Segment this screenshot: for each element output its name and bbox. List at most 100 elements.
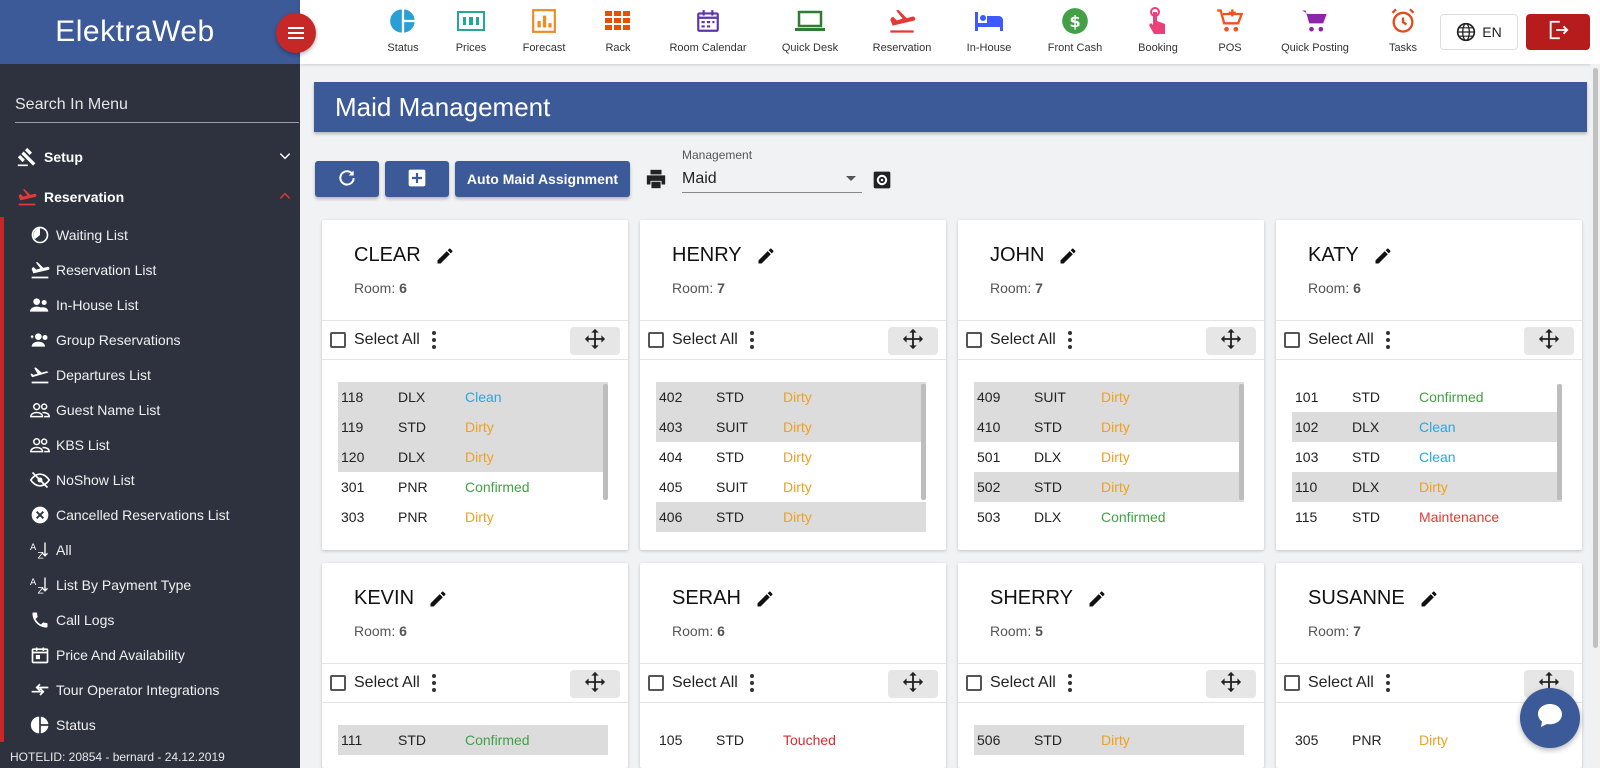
toolbar-quick-posting[interactable]: Quick Posting bbox=[1270, 6, 1360, 54]
room-list[interactable]: 402 STD Dirty 403 SUIT Dirty 404 STD Dir… bbox=[656, 382, 926, 532]
room-row[interactable]: 305 PNR Dirty bbox=[1292, 725, 1562, 755]
edit-icon[interactable] bbox=[1087, 589, 1107, 609]
toolbar-reservation[interactable]: Reservation bbox=[857, 6, 947, 54]
move-button[interactable] bbox=[1206, 670, 1256, 698]
sidebar-item-noshow-list[interactable]: NoShow List bbox=[4, 462, 300, 497]
sidebar-item-in-house-list[interactable]: In-House List bbox=[4, 287, 300, 322]
page-scrollbar-thumb[interactable] bbox=[1593, 68, 1598, 648]
room-row[interactable]: 115 STD Maintenance bbox=[1292, 502, 1562, 532]
more-vert-icon[interactable] bbox=[1385, 674, 1390, 692]
more-vert-icon[interactable] bbox=[1067, 331, 1072, 349]
toolbar-in-house[interactable]: In-House bbox=[944, 6, 1034, 54]
room-list[interactable]: 111 STD Confirmed bbox=[338, 725, 608, 755]
sidebar-group-reservation[interactable]: Reservation bbox=[0, 177, 300, 217]
sidebar-item-departures-list[interactable]: Departures List bbox=[4, 357, 300, 392]
move-button[interactable] bbox=[888, 327, 938, 355]
more-vert-icon[interactable] bbox=[431, 674, 436, 692]
move-button[interactable] bbox=[1524, 327, 1574, 355]
move-button[interactable] bbox=[570, 670, 620, 698]
language-button[interactable]: EN bbox=[1440, 14, 1518, 50]
sidebar-item-status[interactable]: Status bbox=[4, 707, 300, 742]
select-all-checkbox[interactable] bbox=[966, 675, 982, 691]
room-row[interactable]: 101 STD Confirmed bbox=[1292, 382, 1562, 412]
menu-search-input[interactable] bbox=[15, 94, 299, 123]
page-scrollbar[interactable] bbox=[1590, 64, 1600, 768]
toolbar-forecast[interactable]: Forecast bbox=[499, 6, 589, 54]
toolbar-rack[interactable]: Rack bbox=[573, 6, 663, 54]
chevron-up-icon[interactable] bbox=[278, 189, 292, 206]
room-row[interactable]: 120 DLX Dirty bbox=[338, 442, 608, 472]
more-vert-icon[interactable] bbox=[1067, 674, 1072, 692]
room-list[interactable]: 101 STD Confirmed 102 DLX Clean 103 STD … bbox=[1292, 382, 1562, 532]
select-all-checkbox[interactable] bbox=[648, 332, 664, 348]
room-list-scrollbar[interactable] bbox=[921, 384, 926, 500]
room-list-scrollbar[interactable] bbox=[603, 384, 608, 500]
sidebar-item-guest-name-list[interactable]: Guest Name List bbox=[4, 392, 300, 427]
select-all-checkbox[interactable] bbox=[1284, 332, 1300, 348]
room-row[interactable]: 118 DLX Clean bbox=[338, 382, 608, 412]
select-all-checkbox[interactable] bbox=[1284, 675, 1300, 691]
print-icon[interactable] bbox=[645, 168, 667, 195]
sidebar-item-reservation-list[interactable]: Reservation List bbox=[4, 252, 300, 287]
room-list-scrollbar[interactable] bbox=[1557, 384, 1562, 500]
room-list[interactable]: 105 STD Touched bbox=[656, 725, 926, 755]
sidebar-group-setup[interactable]: Setup bbox=[0, 137, 300, 177]
toolbar-prices[interactable]: Prices bbox=[426, 6, 516, 54]
add-button[interactable] bbox=[385, 161, 449, 197]
settings-icon[interactable] bbox=[872, 170, 892, 195]
room-row[interactable]: 501 DLX Dirty bbox=[974, 442, 1244, 472]
room-row[interactable]: 111 STD Confirmed bbox=[338, 725, 608, 755]
sidebar-item-price-and-availability[interactable]: Price And Availability bbox=[4, 637, 300, 672]
edit-icon[interactable] bbox=[435, 246, 455, 266]
room-row[interactable]: 410 STD Dirty bbox=[974, 412, 1244, 442]
toolbar-status[interactable]: Status bbox=[358, 6, 448, 54]
management-select[interactable]: Maid bbox=[682, 166, 862, 193]
edit-icon[interactable] bbox=[1419, 589, 1439, 609]
move-button[interactable] bbox=[1206, 327, 1256, 355]
refresh-button[interactable] bbox=[315, 161, 379, 197]
room-row[interactable]: 405 SUIT Dirty bbox=[656, 472, 926, 502]
sidebar-item-kbs-list[interactable]: KBS List bbox=[4, 427, 300, 462]
menu-toggle-button[interactable] bbox=[276, 13, 316, 53]
logout-button[interactable] bbox=[1526, 14, 1590, 50]
more-vert-icon[interactable] bbox=[431, 331, 436, 349]
edit-icon[interactable] bbox=[755, 589, 775, 609]
room-list[interactable]: 118 DLX Clean 119 STD Dirty 120 DLX Dirt… bbox=[338, 382, 608, 532]
room-row[interactable]: 303 PNR Dirty bbox=[338, 502, 608, 532]
toolbar-room-calendar[interactable]: Room Calendar bbox=[663, 6, 753, 54]
move-button[interactable] bbox=[570, 327, 620, 355]
select-all-checkbox[interactable] bbox=[330, 675, 346, 691]
move-button[interactable] bbox=[888, 670, 938, 698]
room-list[interactable]: 305 PNR Dirty bbox=[1292, 725, 1562, 755]
room-row[interactable]: 105 STD Touched bbox=[656, 725, 926, 755]
room-row[interactable]: 406 STD Dirty bbox=[656, 502, 926, 532]
room-list-scrollbar[interactable] bbox=[1239, 384, 1244, 500]
room-row[interactable]: 402 STD Dirty bbox=[656, 382, 926, 412]
sidebar-item-group-reservations[interactable]: Group Reservations bbox=[4, 322, 300, 357]
toolbar-quick-desk[interactable]: Quick Desk bbox=[765, 6, 855, 54]
more-vert-icon[interactable] bbox=[749, 674, 754, 692]
edit-icon[interactable] bbox=[756, 246, 776, 266]
more-vert-icon[interactable] bbox=[1385, 331, 1390, 349]
brand-logo[interactable]: ElektraWeb bbox=[55, 15, 215, 48]
room-row[interactable]: 301 PNR Confirmed bbox=[338, 472, 608, 502]
room-row[interactable]: 110 DLX Dirty bbox=[1292, 472, 1562, 502]
room-row[interactable]: 102 DLX Clean bbox=[1292, 412, 1562, 442]
select-all-checkbox[interactable] bbox=[966, 332, 982, 348]
room-list[interactable]: 506 STD Dirty bbox=[974, 725, 1244, 755]
toolbar-pos[interactable]: POS bbox=[1185, 6, 1275, 54]
toolbar-booking[interactable]: Booking bbox=[1113, 6, 1203, 54]
edit-icon[interactable] bbox=[428, 589, 448, 609]
room-row[interactable]: 506 STD Dirty bbox=[974, 725, 1244, 755]
room-row[interactable]: 103 STD Clean bbox=[1292, 442, 1562, 472]
room-row[interactable]: 503 DLX Confirmed bbox=[974, 502, 1244, 532]
room-row[interactable]: 403 SUIT Dirty bbox=[656, 412, 926, 442]
room-row[interactable]: 404 STD Dirty bbox=[656, 442, 926, 472]
edit-icon[interactable] bbox=[1373, 246, 1393, 266]
select-all-checkbox[interactable] bbox=[330, 332, 346, 348]
chat-button[interactable] bbox=[1520, 688, 1580, 748]
sidebar-item-waiting-list[interactable]: Waiting List bbox=[4, 217, 300, 252]
toolbar-front-cash[interactable]: $ Front Cash bbox=[1030, 6, 1120, 54]
